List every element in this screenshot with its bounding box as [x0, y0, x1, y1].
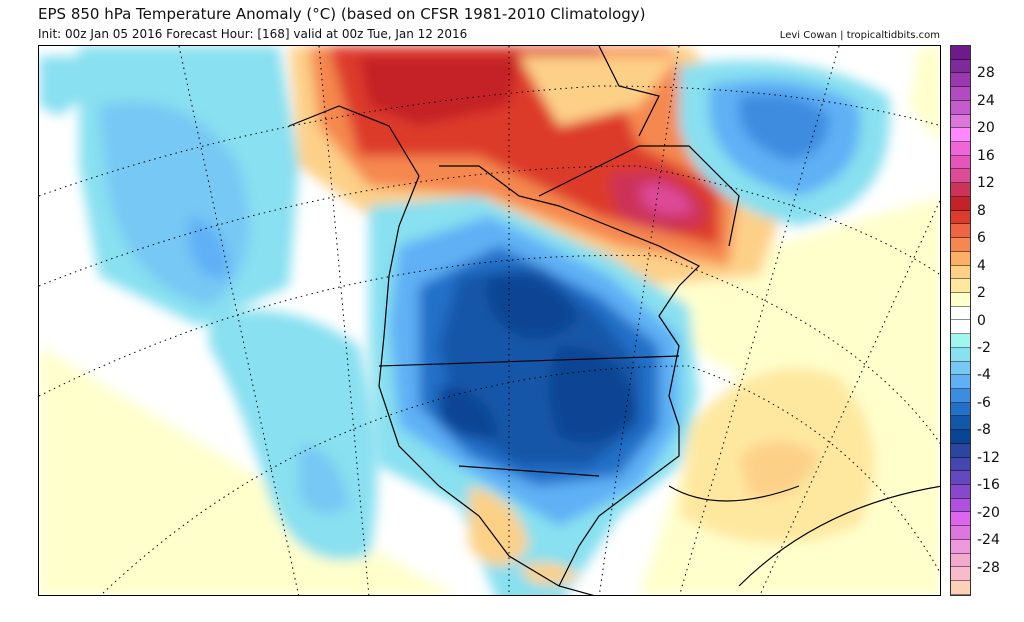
map-subtitle: Init: 00z Jan 05 2016 Forecast Hour: [16…	[38, 27, 468, 41]
credit-text: Levi Cowan | tropicaltidbits.com	[779, 30, 940, 41]
colorbar-segment	[951, 306, 970, 321]
colorbar-segment	[951, 512, 970, 527]
colorbar-label: -16	[977, 477, 1000, 494]
colorbar-segment	[951, 155, 970, 170]
graticule	[39, 46, 940, 595]
colorbar-segment	[951, 73, 970, 88]
colorbar-label: -24	[977, 532, 1000, 549]
colorbar-label: -2	[977, 339, 991, 356]
colorbar-segment	[951, 553, 970, 568]
colorbar-label: -4	[977, 367, 991, 384]
colorbar-segment	[951, 142, 970, 156]
colorbar-segment	[951, 375, 970, 389]
colorbar-label: 4	[977, 257, 986, 274]
colorbar-label: 16	[977, 147, 995, 164]
colorbar-segment	[951, 265, 970, 280]
colorbar-segment	[951, 169, 970, 184]
colorbar-segment	[951, 485, 970, 499]
colorbar-label: 6	[977, 230, 986, 247]
colorbar-label: 0	[977, 312, 986, 329]
colorbar-segment	[951, 100, 970, 115]
colorbar-label: 20	[977, 120, 995, 137]
warm-anomaly-south-pacific	[39, 346, 456, 595]
colorbar-segment	[951, 430, 970, 444]
colorbar-segment	[951, 334, 970, 348]
colorbar-segment	[951, 388, 970, 403]
colorbar-segment	[951, 471, 970, 485]
colorbar-segment	[951, 539, 970, 554]
colorbar-label: -12	[977, 449, 1000, 466]
colorbar-segment	[951, 210, 970, 225]
colorbar-label: -20	[977, 504, 1000, 521]
anomaly-map	[38, 45, 941, 596]
colorbar-segment	[951, 183, 970, 197]
colorbar-label: 28	[977, 65, 995, 82]
colorbar-segment	[951, 347, 970, 362]
colorbar-segment	[951, 196, 970, 211]
colorbar-segment	[951, 279, 970, 293]
colorbar-segment	[951, 292, 970, 307]
colorbar-segment	[951, 224, 970, 239]
colorbar-segment	[951, 457, 970, 472]
colorbar-segment	[951, 416, 970, 431]
colorbar	[950, 45, 971, 596]
colorbar-label: 2	[977, 285, 986, 302]
colorbar-label: 12	[977, 175, 995, 192]
colorbar-segment	[951, 128, 970, 143]
colorbar-segment	[951, 402, 970, 417]
colorbar-segment	[951, 526, 970, 540]
colorbar-segment	[951, 59, 970, 74]
colorbar-label: -6	[977, 394, 991, 411]
colorbar-label: -8	[977, 422, 991, 439]
colorbar-label: -28	[977, 559, 1000, 576]
colorbar-segment	[951, 443, 970, 458]
colorbar-segment	[951, 46, 970, 60]
colorbar-segment	[951, 361, 970, 376]
map-title: EPS 850 hPa Temperature Anomaly (°C) (ba…	[38, 5, 646, 23]
colorbar-segment	[951, 320, 970, 335]
colorbar-segment	[951, 251, 970, 266]
colorbar-segment	[951, 567, 970, 582]
colorbar-label: 24	[977, 92, 995, 109]
coastlines	[288, 46, 940, 595]
colorbar-segment	[951, 114, 970, 129]
colorbar-segment	[951, 87, 970, 101]
anomaly-field	[39, 46, 940, 595]
colorbar-segment	[951, 581, 970, 595]
colorbar-segment	[951, 238, 970, 252]
colorbar-label: 8	[977, 202, 986, 219]
colorbar-segment	[951, 498, 970, 513]
